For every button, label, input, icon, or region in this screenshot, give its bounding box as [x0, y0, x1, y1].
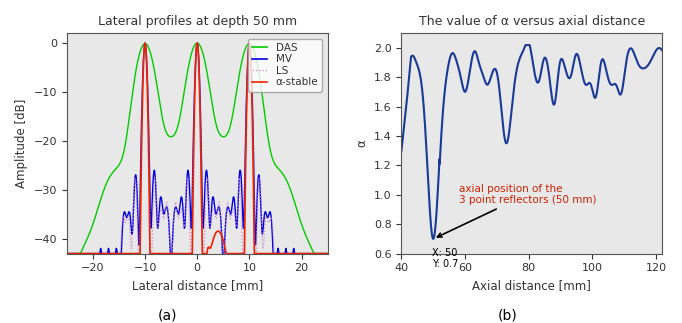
- DAS: [233, 90, 241, 94]
- X-axis label: Axial distance [mm]: Axial distance [mm]: [473, 279, 591, 292]
- Line: LS: LS: [67, 43, 327, 254]
- Title: The value of α versus axial distance: The value of α versus axial distance: [419, 15, 645, 28]
- LS: [219, 252, 227, 255]
- MV: [233, 226, 241, 230]
- α-stable: [63, 252, 71, 255]
- α-stable: [193, 41, 201, 45]
- Text: (b): (b): [499, 309, 518, 323]
- Legend: DAS, MV, LS, α-stable: DAS, MV, LS, α-stable: [248, 38, 323, 91]
- LS: [141, 41, 149, 45]
- MV: [257, 222, 265, 225]
- DAS: [257, 88, 265, 92]
- Text: axial position of the
3 point reflectors (50 mm): axial position of the 3 point reflectors…: [437, 183, 596, 237]
- α-stable: [323, 252, 331, 255]
- MV: [162, 205, 170, 209]
- DAS: [162, 131, 170, 135]
- DAS: [323, 252, 331, 255]
- α-stable: [162, 252, 170, 255]
- LS: [277, 252, 285, 255]
- Text: (a): (a): [158, 309, 177, 323]
- X-axis label: Lateral distance [mm]: Lateral distance [mm]: [132, 279, 263, 292]
- MV: [277, 252, 285, 255]
- Line: α-stable: α-stable: [67, 43, 327, 254]
- MV: [323, 252, 331, 255]
- MV: [219, 252, 227, 255]
- Line: DAS: DAS: [67, 43, 327, 254]
- LS: [257, 214, 265, 217]
- α-stable: [219, 239, 227, 243]
- Y-axis label: α: α: [355, 140, 368, 147]
- α-stable: [233, 252, 241, 255]
- MV: [110, 252, 118, 255]
- Text: X: 50
Y: 0.7: X: 50 Y: 0.7: [432, 248, 458, 269]
- DAS: [277, 170, 285, 174]
- Line: MV: MV: [67, 43, 327, 254]
- LS: [323, 252, 331, 255]
- DAS: [63, 252, 71, 255]
- MV: [141, 41, 149, 45]
- Y-axis label: Amplitude [dB]: Amplitude [dB]: [15, 99, 28, 188]
- α-stable: [110, 252, 118, 255]
- Title: Lateral profiles at depth 50 mm: Lateral profiles at depth 50 mm: [98, 15, 297, 28]
- MV: [63, 252, 71, 255]
- DAS: [193, 41, 201, 45]
- α-stable: [277, 252, 285, 255]
- α-stable: [257, 252, 265, 255]
- DAS: [219, 135, 227, 139]
- LS: [162, 201, 170, 204]
- LS: [110, 252, 118, 255]
- LS: [233, 224, 241, 227]
- LS: [63, 252, 71, 255]
- DAS: [110, 169, 118, 173]
